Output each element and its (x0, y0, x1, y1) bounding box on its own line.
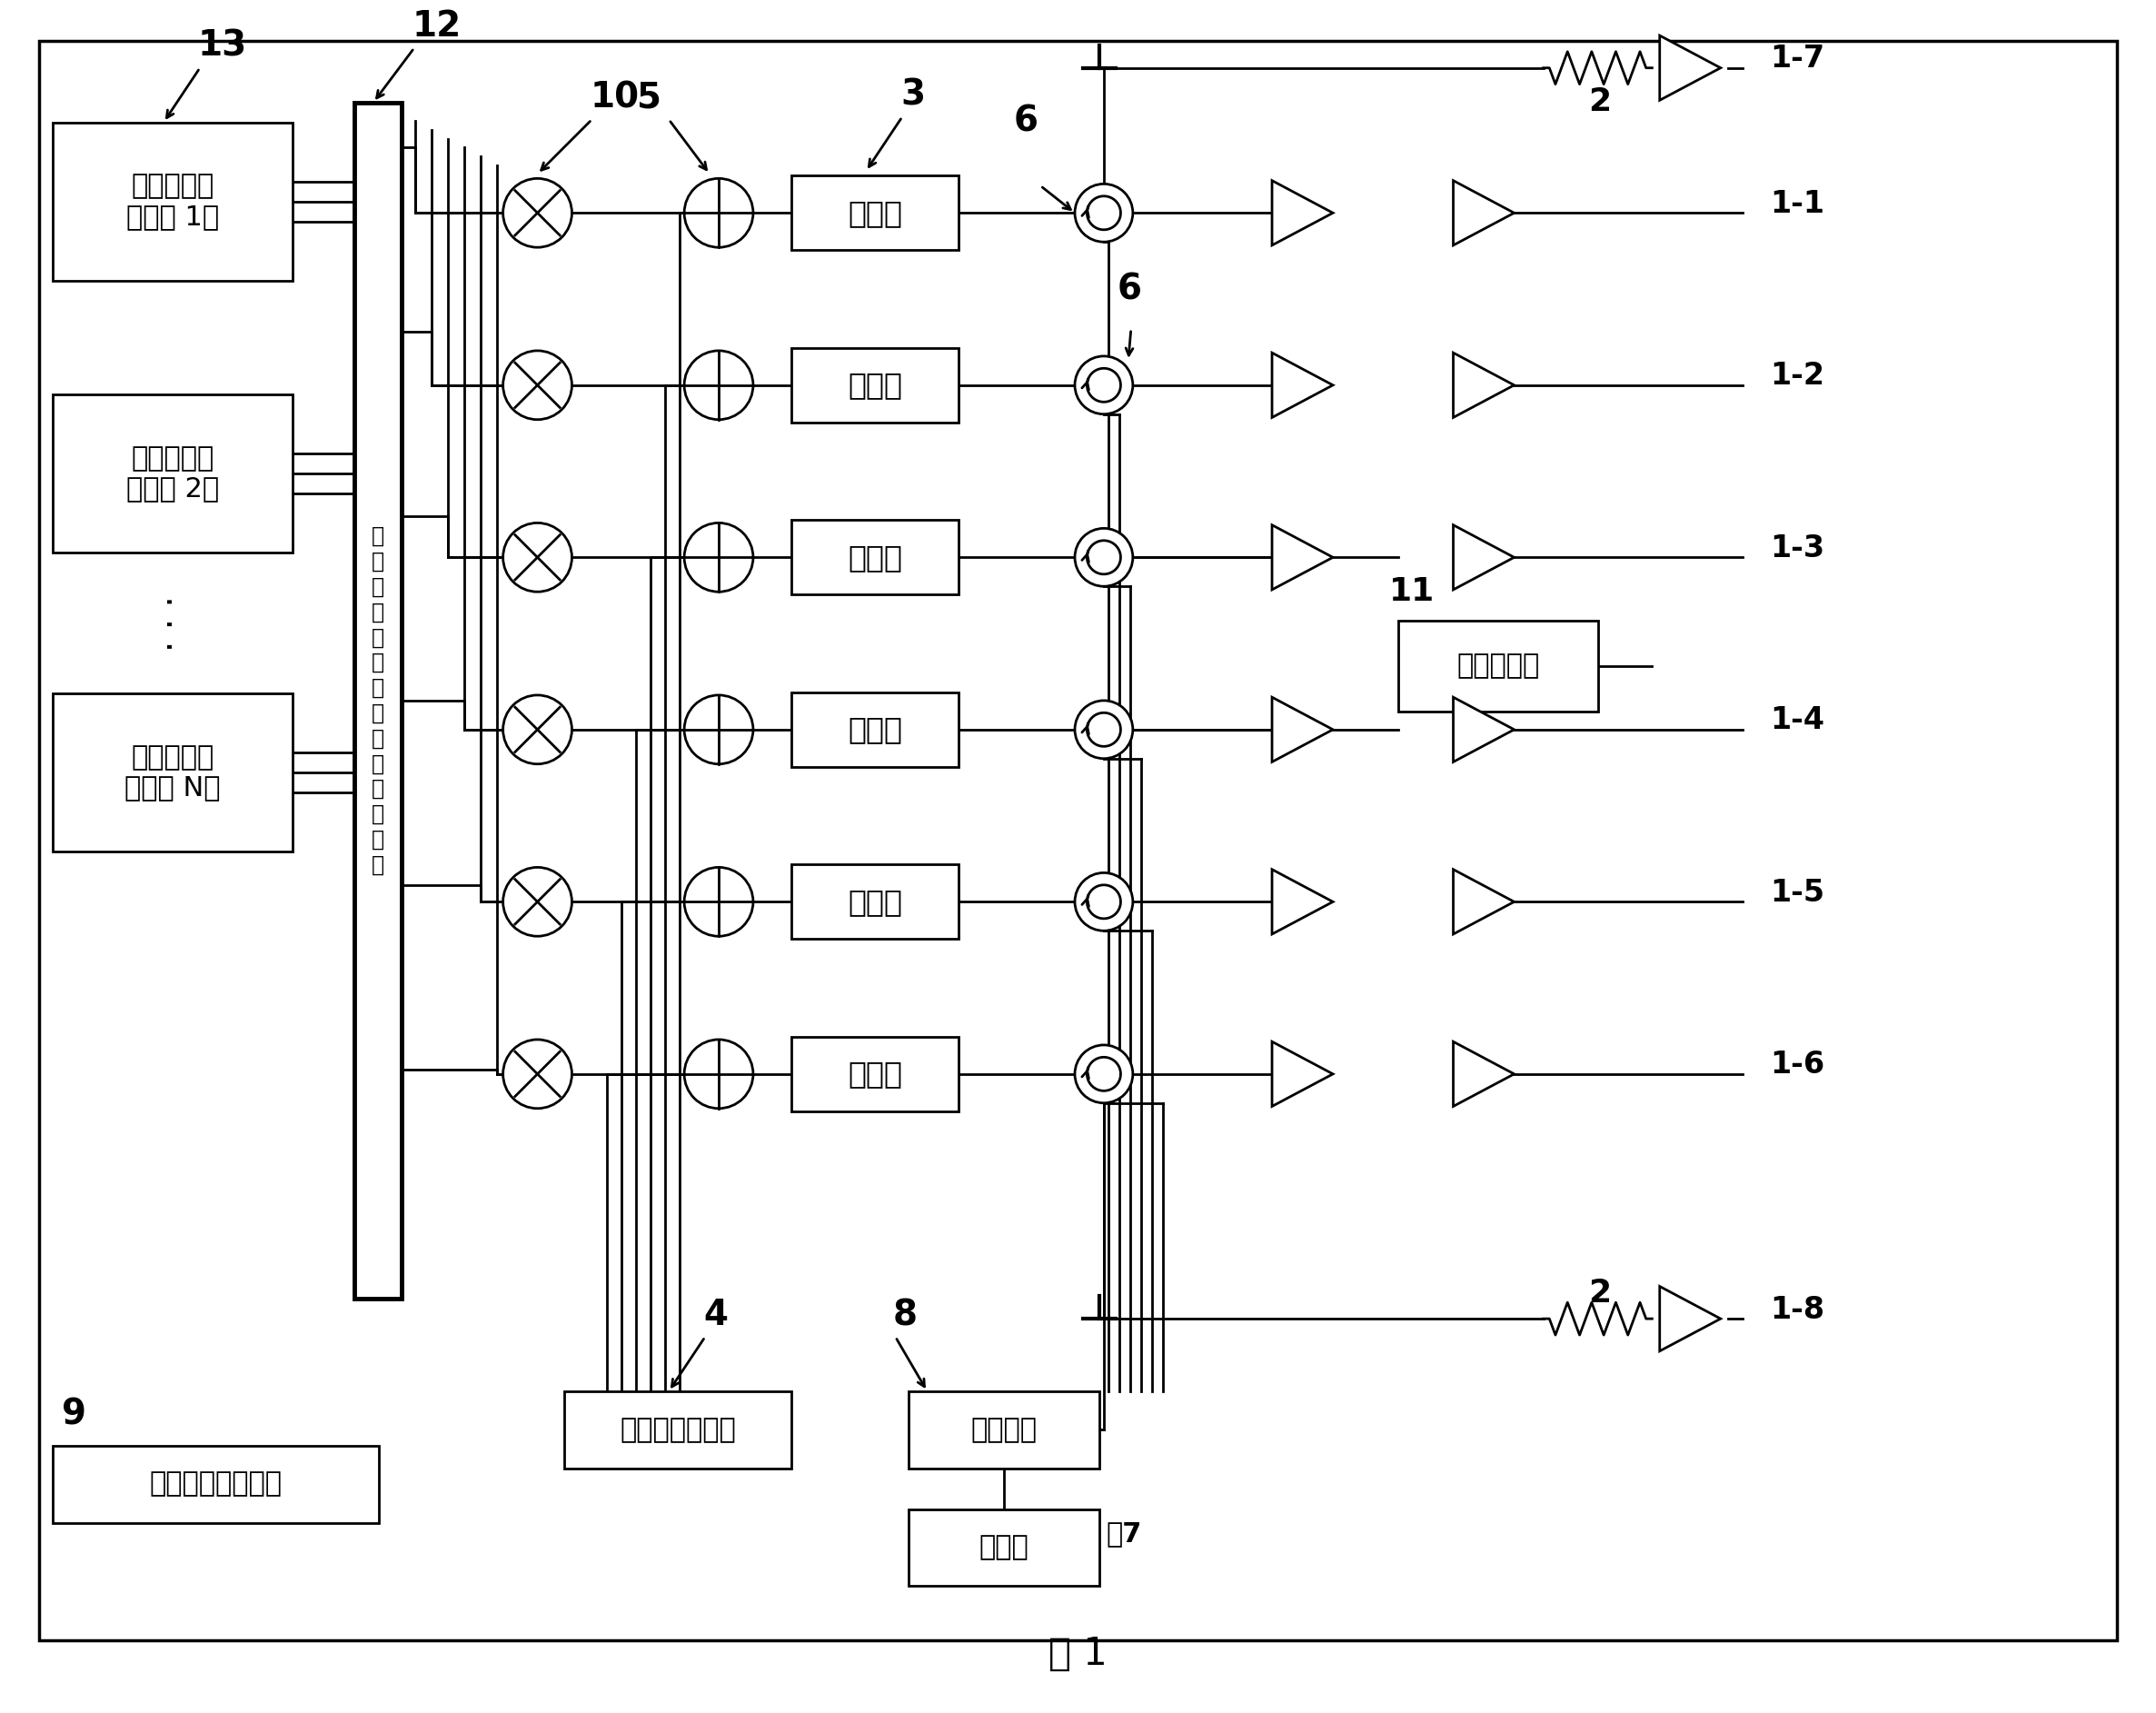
Polygon shape (1660, 1286, 1720, 1352)
Bar (52, 122, 293, 281)
Polygon shape (1660, 36, 1720, 101)
Bar (791, 865, 959, 939)
Text: 10: 10 (591, 81, 638, 115)
Circle shape (502, 695, 571, 764)
Circle shape (1076, 872, 1132, 930)
Circle shape (683, 178, 752, 247)
Text: 2: 2 (1589, 1278, 1611, 1309)
Bar (910, 1391, 1100, 1468)
Circle shape (502, 351, 571, 420)
Circle shape (1076, 356, 1132, 415)
Bar (791, 348, 959, 423)
Circle shape (1076, 528, 1132, 586)
Circle shape (502, 1040, 571, 1108)
Circle shape (502, 522, 571, 591)
Bar (910, 1509, 1100, 1586)
Text: 发射机: 发射机 (847, 199, 901, 228)
Text: 6: 6 (1013, 104, 1037, 139)
Text: 1-8: 1-8 (1770, 1295, 1824, 1324)
Text: 1-4: 1-4 (1770, 706, 1824, 735)
Text: 5: 5 (638, 81, 662, 115)
Circle shape (683, 695, 752, 764)
Text: 发射机: 发射机 (847, 714, 901, 745)
Bar (791, 176, 959, 250)
Polygon shape (1453, 524, 1514, 589)
Text: 波束形成器
（用户 1）: 波束形成器 （用户 1） (127, 173, 220, 230)
Polygon shape (1453, 1042, 1514, 1107)
Bar (354, 103, 401, 1298)
Bar (52, 394, 293, 553)
Polygon shape (1453, 353, 1514, 418)
Bar (565, 1391, 791, 1468)
Text: 11: 11 (1388, 576, 1436, 606)
Polygon shape (1272, 870, 1332, 934)
Polygon shape (1453, 697, 1514, 762)
Circle shape (502, 867, 571, 937)
Text: 9: 9 (63, 1398, 86, 1432)
Text: 校准因子计算部分: 校准因子计算部分 (149, 1471, 282, 1497)
Text: 发射机: 发射机 (847, 370, 901, 401)
Bar (52, 1446, 379, 1523)
Polygon shape (1272, 353, 1332, 418)
Text: 波束形成器
（用户 N）: 波束形成器 （用户 N） (125, 743, 220, 802)
Polygon shape (1272, 697, 1332, 762)
Text: 1-5: 1-5 (1770, 877, 1824, 908)
Bar (791, 1036, 959, 1112)
Text: 1-2: 1-2 (1770, 361, 1824, 391)
Circle shape (502, 178, 571, 247)
Polygon shape (1453, 870, 1514, 934)
Circle shape (1076, 183, 1132, 242)
Text: 分
配
频
率
传
输
部
分
用
户
信
号
路
由: 分 配 频 率 传 输 部 分 用 户 信 号 路 由 (371, 526, 384, 875)
Circle shape (683, 1040, 752, 1108)
Text: 波束形成器
（用户 2）: 波束形成器 （用户 2） (127, 445, 220, 502)
Bar (1399, 620, 1598, 711)
Polygon shape (1453, 180, 1514, 245)
Text: 1-1: 1-1 (1770, 188, 1824, 219)
Circle shape (683, 351, 752, 420)
Text: 图 1: 图 1 (1048, 1634, 1108, 1674)
Circle shape (683, 867, 752, 937)
Text: 射频开关: 射频开关 (970, 1417, 1037, 1442)
Text: · · ·: · · · (155, 594, 190, 651)
Text: 功率合成器: 功率合成器 (1457, 653, 1539, 680)
Bar (791, 692, 959, 767)
Text: 1-6: 1-6 (1770, 1050, 1824, 1079)
Text: 发射机: 发射机 (847, 887, 901, 916)
Text: 8: 8 (893, 1298, 916, 1333)
Text: 校准信号发生器: 校准信号发生器 (621, 1417, 735, 1442)
Text: 1-7: 1-7 (1770, 45, 1824, 74)
Text: 3: 3 (901, 77, 925, 113)
Polygon shape (1272, 1042, 1332, 1107)
Polygon shape (1272, 180, 1332, 245)
Text: 接收机: 接收机 (979, 1535, 1028, 1561)
Text: 1-3: 1-3 (1770, 533, 1824, 564)
Text: 12: 12 (412, 9, 461, 43)
Text: 2: 2 (1589, 86, 1611, 116)
Text: 发射机: 发射机 (847, 543, 901, 572)
Circle shape (1076, 701, 1132, 759)
Text: 4: 4 (703, 1298, 729, 1333)
Circle shape (1076, 1045, 1132, 1103)
Bar (52, 694, 293, 851)
Text: ～7: ～7 (1106, 1521, 1143, 1547)
Text: 13: 13 (198, 29, 248, 63)
Text: 发射机: 发射机 (847, 1059, 901, 1089)
Bar (791, 521, 959, 594)
Text: 6: 6 (1117, 272, 1143, 307)
Circle shape (683, 522, 752, 591)
Polygon shape (1272, 524, 1332, 589)
